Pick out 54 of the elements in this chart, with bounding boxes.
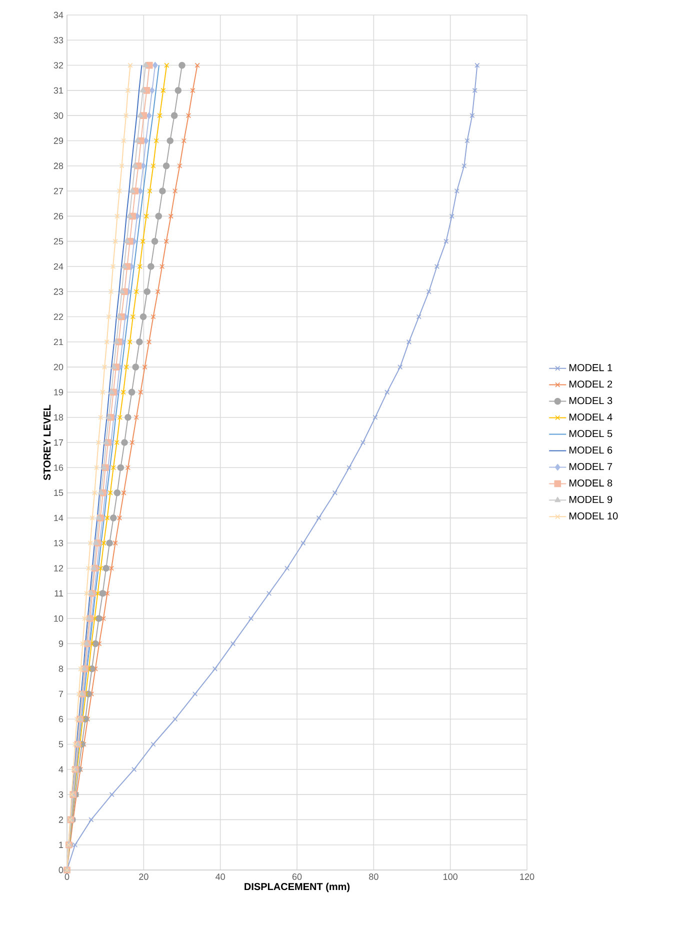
y-tick-label: 19 xyxy=(54,389,64,396)
y-tick-label: 5 xyxy=(58,741,64,748)
legend-label: MODEL 7 xyxy=(569,462,612,470)
y-tick-label: 16 xyxy=(54,464,64,471)
x-tick-label: 80 xyxy=(369,874,378,880)
y-tick-label: 13 xyxy=(54,540,64,546)
y-tick-label: 32 xyxy=(54,62,64,68)
y-tick-label: 33 xyxy=(54,36,64,44)
y-tick-label: 1 xyxy=(59,842,64,848)
y-tick-label: 6 xyxy=(58,716,64,722)
y-tick-label: 31 xyxy=(54,87,64,94)
y-tick-label: 2 xyxy=(58,816,64,823)
y-tick-label: 0 xyxy=(58,866,64,874)
x-tick-label: 120 xyxy=(520,874,534,880)
y-tick-label: 7 xyxy=(58,690,64,698)
y-tick-label: 34 xyxy=(54,12,64,18)
y-tick-label: 24 xyxy=(54,263,64,270)
y-tick-label: 29 xyxy=(54,138,64,144)
legend-label: MODEL 9 xyxy=(569,496,612,504)
y-tick-label: 25 xyxy=(54,238,64,245)
y-tick-label: 23 xyxy=(54,288,64,295)
legend-label: MODEL 4 xyxy=(569,414,612,421)
y-tick-label: 9 xyxy=(58,640,64,647)
y-tick-label: 14 xyxy=(54,514,64,522)
x-tick-label: 60 xyxy=(292,874,302,880)
legend-label: MODEL 6 xyxy=(569,446,612,454)
y-tick-label: 18 xyxy=(54,414,64,421)
y-tick-label: 22 xyxy=(54,314,64,320)
legend-label: MODEL 10 xyxy=(569,512,618,520)
x-tick-label: 40 xyxy=(216,874,225,880)
y-tick-label: 11 xyxy=(54,590,64,596)
y-tick-label: 10 xyxy=(54,615,64,622)
x-axis-title: DISPLACEMENT (mm) xyxy=(244,882,350,892)
legend-label: MODEL 2 xyxy=(569,380,612,388)
y-tick-label: 20 xyxy=(54,364,64,370)
y-tick-label: 17 xyxy=(54,439,64,446)
y-tick-label: 15 xyxy=(54,490,64,496)
legend-label: MODEL 8 xyxy=(569,479,612,487)
y-tick-label: 8 xyxy=(58,666,64,672)
y-tick-label: 4 xyxy=(58,766,64,773)
y-axis-title: STOREY LEVEL xyxy=(44,404,51,480)
y-tick-label: 3 xyxy=(58,791,64,798)
legend-label: MODEL 3 xyxy=(569,397,612,404)
x-tick-label: 0 xyxy=(64,874,70,880)
y-tick-label: 26 xyxy=(54,212,64,220)
x-tick-label: 20 xyxy=(139,874,148,880)
y-tick-label: 27 xyxy=(54,188,64,194)
legend-label: MODEL 5 xyxy=(569,430,612,438)
y-tick-label: 30 xyxy=(54,112,64,119)
legend-label: MODEL 1 xyxy=(569,364,612,372)
x-tick-label: 100 xyxy=(444,874,458,880)
y-tick-label: 28 xyxy=(54,162,64,170)
y-tick-label: 21 xyxy=(54,338,64,346)
y-tick-label: 12 xyxy=(54,565,64,572)
